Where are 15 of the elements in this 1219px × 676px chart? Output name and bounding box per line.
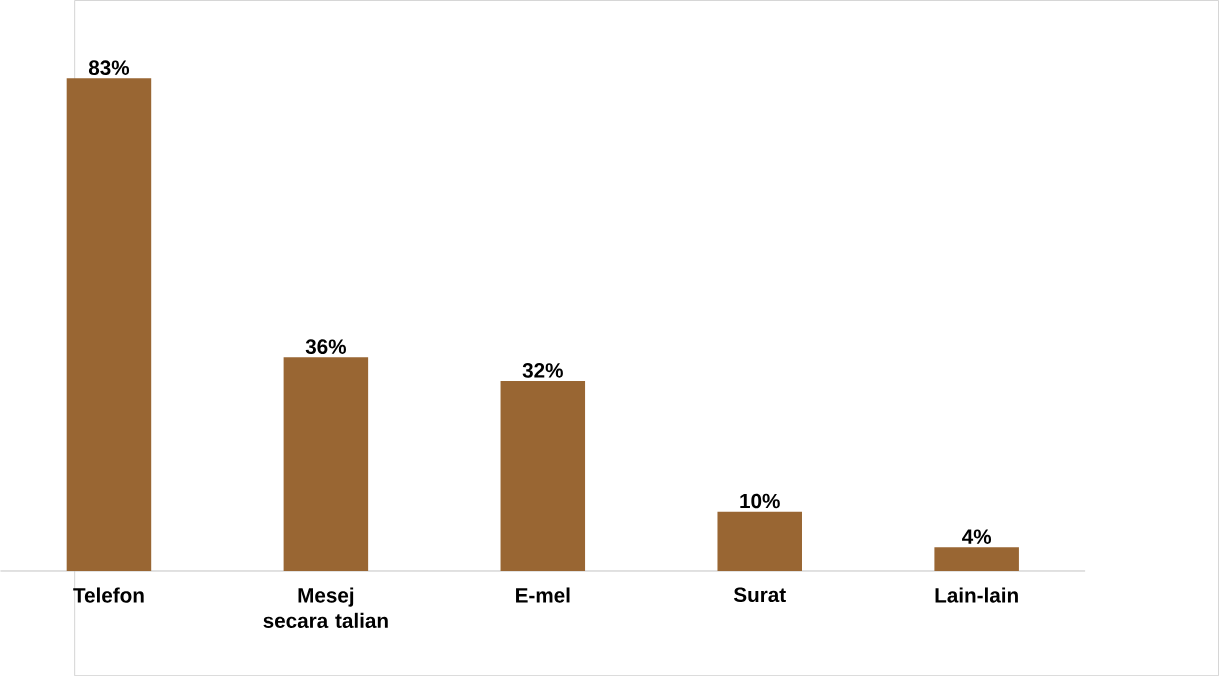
x-tick-label: Lain-lain bbox=[935, 587, 1018, 603]
data-label: 32% bbox=[522, 362, 563, 378]
x-tick-label: Mesej secara talian bbox=[263, 587, 388, 628]
data-label: 83% bbox=[88, 60, 130, 75]
bar bbox=[283, 357, 369, 571]
x-tick-label: Telefon bbox=[73, 587, 144, 603]
bar bbox=[717, 511, 802, 571]
data-label: 10% bbox=[740, 493, 780, 509]
x-tick-label: Surat bbox=[733, 587, 786, 603]
bar bbox=[934, 547, 1019, 571]
bar bbox=[66, 78, 152, 571]
bar bbox=[500, 380, 586, 571]
data-label: 36% bbox=[305, 339, 346, 354]
x-tick-label: E-mel bbox=[516, 587, 570, 603]
data-label: 4% bbox=[962, 529, 992, 544]
